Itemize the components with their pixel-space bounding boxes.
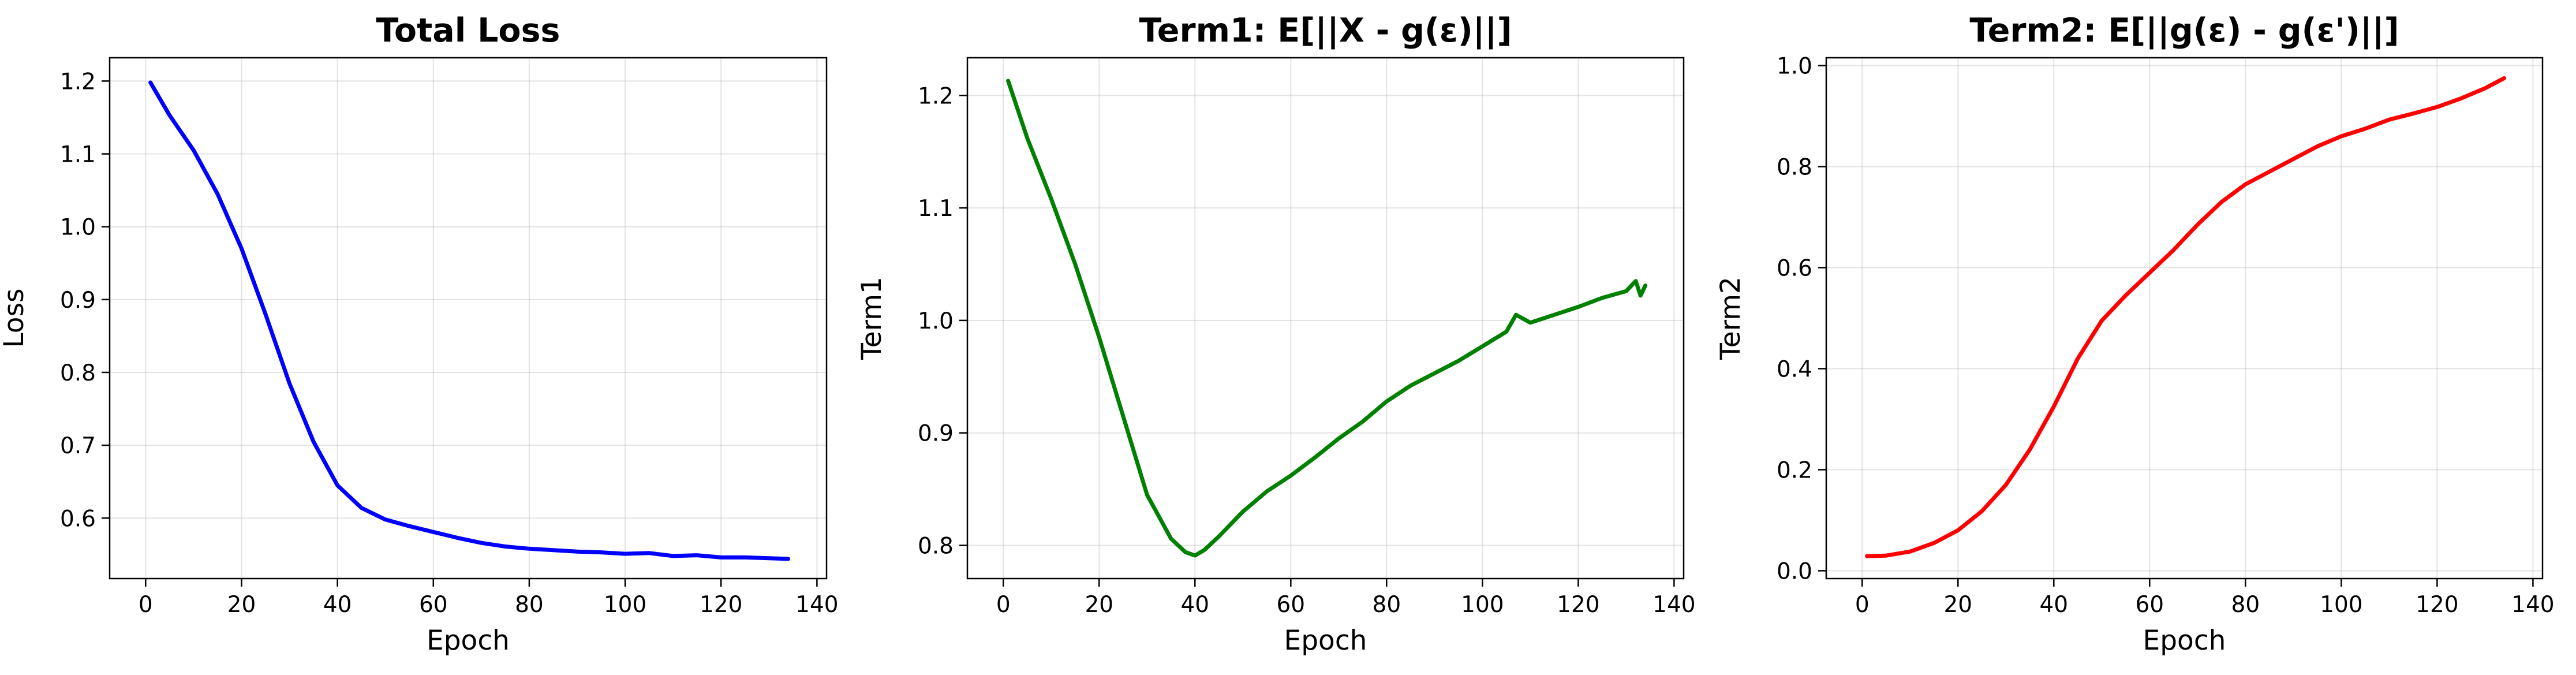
term2-y-tick-label: 1.0	[1777, 54, 1812, 80]
term2-x-axis-label: Epoch	[2143, 625, 2226, 657]
term1-x-tick-label: 120	[1557, 592, 1599, 618]
term2-x-tick-label: 120	[2416, 592, 2458, 618]
total-loss-x-tick-label: 140	[795, 592, 838, 618]
term1-x-tick-label: 20	[1085, 592, 1113, 618]
total-loss-x-tick-label: 20	[227, 592, 256, 618]
term1-x-tick-label: 40	[1180, 592, 1209, 618]
term2-x-tick-label: 40	[2039, 592, 2068, 618]
term1-y-tick-label: 1.1	[918, 196, 954, 222]
total-loss-series-line	[148, 80, 790, 561]
term2-plot-frame	[1825, 57, 2544, 580]
term1-y-axis-label: Term1	[856, 277, 888, 360]
total-loss-y-tick-label: 1.0	[60, 215, 96, 241]
term2-y-tick-label: 0.2	[1777, 457, 1812, 483]
total-loss-title: Total Loss	[376, 12, 560, 50]
term1-panel: 0 20 40 60 80 100 120 140 0.8 0.9 1.0 1.1 1.2 Term1: …	[856, 12, 1696, 657]
term1-series-line	[1006, 79, 1648, 558]
total-loss-x-axis-label: Epoch	[427, 625, 510, 657]
total-loss-x-tick-label: 80	[515, 592, 544, 618]
total-loss-x-tick-label: 40	[323, 592, 352, 618]
term1-x-tick-label: 0	[996, 592, 1011, 618]
term2-x-tick-label: 140	[2511, 592, 2554, 618]
total-loss-x-tick-label: 100	[604, 592, 646, 618]
term1-plot-frame	[966, 57, 1685, 580]
term1-x-tick-label: 80	[1373, 592, 1401, 618]
total-loss-y-tick-label: 0.7	[60, 433, 96, 459]
total-loss-y-axis-label: Loss	[0, 288, 30, 348]
term2-y-tick-label: 0.8	[1777, 155, 1812, 181]
term2-x-tick-label: 60	[2135, 592, 2164, 618]
term1-y-tick-label: 1.0	[918, 308, 954, 334]
term1-x-tick-label: 140	[1652, 592, 1695, 618]
term2-panel: 0 20 40 60 80 100 120 140 0.0 0.2 0.4 0.6 0.8 1.0 Term…	[1715, 12, 2555, 657]
total-loss-y-tick-label: 1.1	[60, 142, 96, 168]
total-loss-y-tick-label: 0.9	[60, 288, 96, 314]
term1-title: Term1: E[||X - g(ε)||]	[1139, 12, 1512, 50]
term2-x-tick-label: 20	[1943, 592, 1972, 618]
term2-x-tick-label: 80	[2231, 592, 2260, 618]
total-loss-y-tick-label: 0.8	[60, 360, 96, 386]
term2-series-line	[1865, 76, 2507, 558]
total-loss-plot-frame	[109, 57, 828, 580]
total-loss-panel: 0 20 40 60 80 100 120 140 0.6 0.7 0.8 0.9 1.0 1.1 1.2 T…	[0, 12, 839, 657]
term1-x-tick-label: 60	[1276, 592, 1305, 618]
total-loss-x-tick-label: 0	[139, 592, 153, 618]
term1-x-axis-label: Epoch	[1284, 625, 1367, 657]
total-loss-y-tick-label: 0.6	[60, 506, 96, 532]
term2-y-tick-label: 0.6	[1777, 256, 1812, 282]
term2-x-tick-label: 0	[1855, 592, 1870, 618]
total-loss-y-tick-label: 1.2	[60, 69, 96, 95]
term2-y-tick-label: 0.4	[1777, 356, 1812, 382]
term1-y-tick-label: 1.2	[918, 83, 954, 109]
term2-x-tick-label: 100	[2320, 592, 2362, 618]
term2-y-tick-label: 0.0	[1777, 558, 1812, 584]
term2-title: Term2: E[||g(ε) - g(ε')||]	[1969, 12, 2399, 50]
total-loss-x-tick-label: 120	[700, 592, 742, 618]
total-loss-x-tick-label: 60	[419, 592, 448, 618]
term2-y-axis-label: Term2	[1715, 277, 1747, 360]
term1-y-tick-label: 0.9	[918, 421, 954, 447]
term1-y-tick-label: 0.8	[918, 534, 954, 560]
term1-x-tick-label: 100	[1461, 592, 1504, 618]
